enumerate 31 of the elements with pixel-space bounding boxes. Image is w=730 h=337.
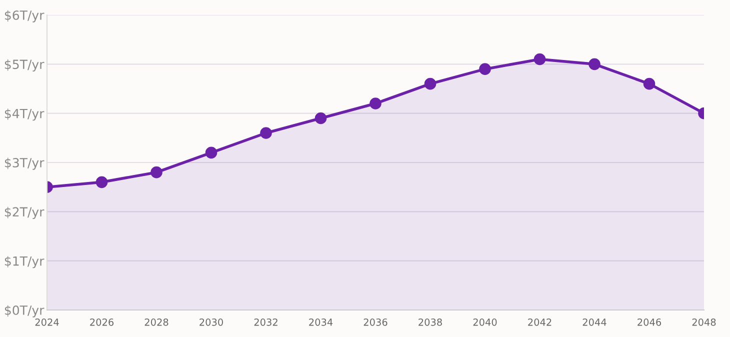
x-tick-label: 2048 [692, 318, 716, 326]
point [370, 98, 382, 110]
x-tick-label: 2034 [309, 318, 333, 326]
x-tick-label: 2036 [364, 318, 388, 326]
y-tick-label: $3T/yr [4, 158, 44, 170]
x-tick-label: 2038 [418, 318, 442, 326]
point [150, 166, 162, 178]
point [260, 127, 272, 139]
point [424, 78, 436, 90]
x-tick-label: 2030 [200, 318, 223, 326]
point [205, 146, 218, 159]
point [534, 53, 546, 66]
x-tick-label: 2028 [144, 318, 168, 326]
point [643, 78, 656, 90]
point [314, 112, 327, 124]
x-tick-label: 2046 [638, 318, 662, 326]
x-tick-label: 2032 [254, 318, 278, 326]
x-tick-label: 2042 [528, 318, 552, 326]
y-tick-label: $0T/yr [4, 305, 44, 318]
x-tick-label: 2040 [473, 318, 497, 326]
y-tick-label: $2T/yr [4, 206, 44, 220]
y-tick-label: $5T/yr [4, 59, 44, 72]
y-tick-label: $6T/yr [4, 10, 44, 22]
point [588, 58, 600, 70]
y-tick-label: $4T/yr [4, 108, 44, 121]
x-tick-label: 2026 [90, 318, 114, 326]
point [96, 176, 108, 188]
x-tick-label: 2024 [35, 318, 59, 326]
x-tick-label: 2044 [582, 318, 606, 326]
y-tick-label: $1T/yr [4, 256, 44, 268]
point [479, 63, 491, 75]
